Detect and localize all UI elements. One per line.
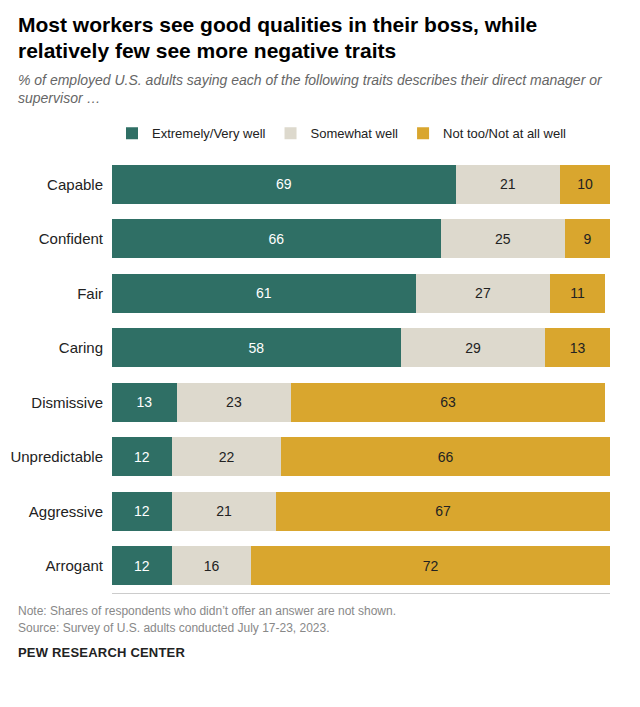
- svg-text:Confident: Confident: [39, 230, 104, 247]
- svg-text:13: 13: [136, 394, 152, 410]
- svg-text:Arrogant: Arrogant: [45, 557, 103, 574]
- svg-text:22: 22: [219, 448, 235, 464]
- svg-text:Dismissive: Dismissive: [31, 393, 103, 410]
- svg-text:12: 12: [134, 557, 150, 573]
- svg-text:58: 58: [249, 339, 265, 355]
- svg-text:12: 12: [134, 448, 150, 464]
- svg-text:10: 10: [577, 176, 593, 192]
- svg-text:Caring: Caring: [59, 339, 103, 356]
- svg-text:72: 72: [423, 557, 439, 573]
- svg-text:9: 9: [584, 230, 592, 246]
- html-text:Source: Survey of U.S. adults: Source: Survey of U.S. adults conducted …: [18, 621, 330, 635]
- svg-text:27: 27: [475, 285, 491, 301]
- svg-text:Extremely/Very well: Extremely/Very well: [152, 126, 266, 141]
- svg-text:Capable: Capable: [47, 175, 103, 192]
- svg-text:25: 25: [495, 230, 511, 246]
- svg-text:Fair: Fair: [77, 284, 103, 301]
- svg-text:21: 21: [500, 176, 516, 192]
- svg-text:11: 11: [570, 285, 585, 301]
- svg-text:21: 21: [216, 503, 232, 519]
- svg-text:66: 66: [438, 448, 454, 464]
- svg-text:12: 12: [134, 503, 150, 519]
- svg-text:63: 63: [440, 394, 456, 410]
- html-text:Most workers see good qualitie: Most workers see good qualities in their…: [18, 13, 538, 62]
- svg-text:29: 29: [465, 339, 481, 355]
- svg-text:Somewhat well: Somewhat well: [311, 126, 399, 141]
- svg-text:61: 61: [256, 285, 272, 301]
- svg-text:66: 66: [268, 230, 284, 246]
- svg-text:69: 69: [276, 176, 292, 192]
- html-text:PEW RESEARCH CENTER: PEW RESEARCH CENTER: [18, 645, 185, 661]
- svg-text:Aggressive: Aggressive: [29, 502, 103, 519]
- svg-text:Not too/Not at all well: Not too/Not at all well: [443, 126, 566, 141]
- svg-text:16: 16: [204, 557, 220, 573]
- svg-text:67: 67: [435, 503, 451, 519]
- svg-text:13: 13: [570, 339, 586, 355]
- svg-text:Unpredictable: Unpredictable: [10, 448, 103, 465]
- svg-text:23: 23: [226, 394, 242, 410]
- html-text:Note: Shares of respondents wh: Note: Shares of respondents who didn’t o…: [18, 603, 396, 618]
- html-text:% of employed U.S. adults sayi: % of employed U.S. adults saying each of…: [18, 72, 602, 107]
